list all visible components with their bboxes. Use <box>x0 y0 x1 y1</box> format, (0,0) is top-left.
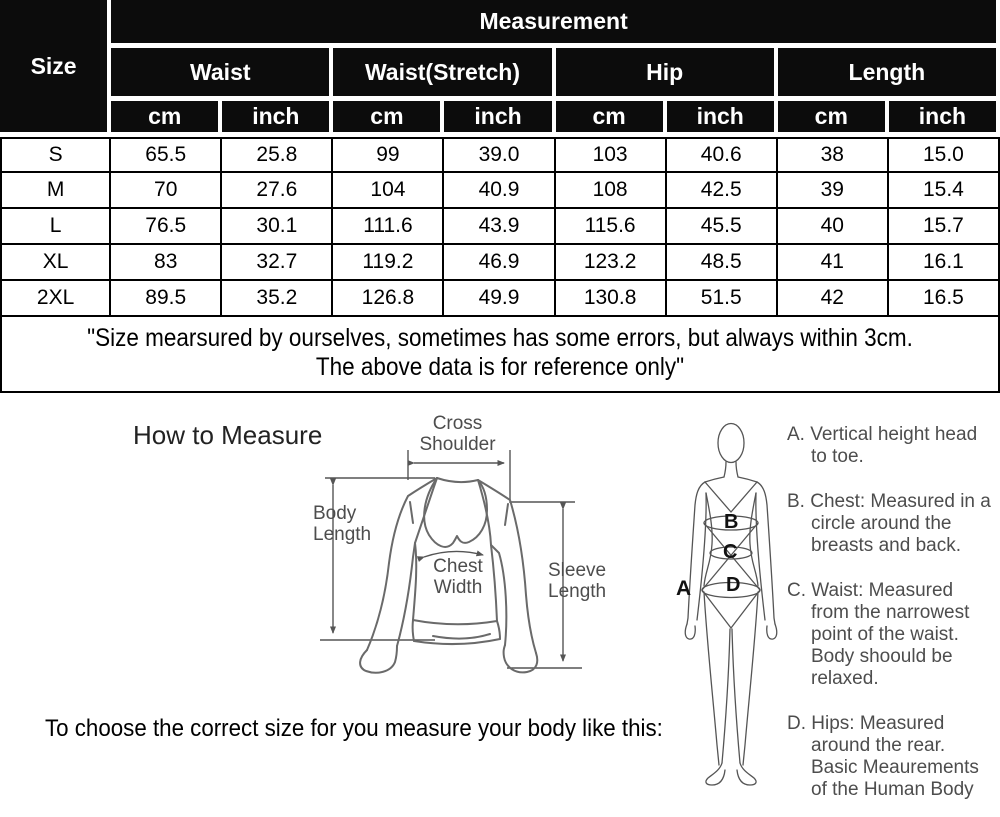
marker-c: C <box>723 541 738 563</box>
value-cell: 16.1 <box>888 245 1000 281</box>
hip-group-header: Hip <box>555 48 778 101</box>
value-cell: 42 <box>777 281 889 317</box>
table-row: XL 83 32.7 119.2 46.9 123.2 48.5 41 16.1 <box>0 245 1000 281</box>
length-group-header: Length <box>777 48 1000 101</box>
measurement-header: Measurement <box>111 0 1000 48</box>
value-cell: 70 <box>111 173 223 209</box>
marker-a: A <box>676 577 692 600</box>
value-cell: 123.2 <box>555 245 667 281</box>
value-cell: 39 <box>777 173 889 209</box>
value-cell: 126.8 <box>333 281 445 317</box>
value-cell: 130.8 <box>555 281 667 317</box>
size-cell: XL <box>0 245 112 281</box>
chest-width-label: Chest Width <box>433 556 483 598</box>
table-row: S 65.5 25.8 99 39.0 103 40.6 38 15.0 <box>0 137 1000 173</box>
size-column-header: Size <box>0 0 112 137</box>
value-cell: 38 <box>777 137 889 173</box>
value-cell: 32.7 <box>222 245 334 281</box>
shirt-outline <box>359 477 539 674</box>
size-cell: M <box>0 173 112 209</box>
body-figure-diagram <box>684 422 778 786</box>
unit-header-cm: cm <box>111 101 223 137</box>
measure-guides <box>320 450 582 669</box>
how-to-measure-title: How to Measure <box>133 420 323 450</box>
value-cell: 42.5 <box>666 173 778 209</box>
value-cell: 104 <box>333 173 445 209</box>
unit-header-cm: cm <box>777 101 889 137</box>
value-cell: 108 <box>555 173 667 209</box>
note-row: "Size mearsured by ourselves, sometimes … <box>0 317 1000 393</box>
unit-header-inch: inch <box>222 101 334 137</box>
unit-header-inch: inch <box>666 101 778 137</box>
unit-header-cm: cm <box>333 101 445 137</box>
size-cell: 2XL <box>0 281 112 317</box>
unit-header-inch: inch <box>888 101 1000 137</box>
sleeve-length-label: Sleeve Length <box>548 560 607 602</box>
value-cell: 39.0 <box>444 137 556 173</box>
marker-b: B <box>724 511 739 533</box>
value-cell: 83 <box>111 245 223 281</box>
value-cell: 25.8 <box>222 137 334 173</box>
measure-instructions: A. Vertical height head to toe. B. Chest… <box>787 424 1000 817</box>
note-line-2: The above data is for reference only" <box>315 353 685 381</box>
waist-stretch-group-header: Waist(Stretch) <box>333 48 556 101</box>
size-chart-table: Size Measurement Waist Waist(Stretch) Hi… <box>0 0 1000 393</box>
size-cell: L <box>0 209 112 245</box>
marker-d: D <box>726 574 741 596</box>
footer-instruction: To choose the correct size for you measu… <box>45 715 663 742</box>
value-cell: 76.5 <box>111 209 223 245</box>
value-cell: 89.5 <box>111 281 223 317</box>
unit-header-inch: inch <box>444 101 556 137</box>
value-cell: 15.7 <box>888 209 1000 245</box>
table-row: 2XL 89.5 35.2 126.8 49.9 130.8 51.5 42 1… <box>0 281 1000 317</box>
value-cell: 45.5 <box>666 209 778 245</box>
body-length-label: Body Length <box>313 503 372 545</box>
value-cell: 99 <box>333 137 445 173</box>
instruction-item-d: D. Hips: Measured around the rear. Basic… <box>787 713 979 800</box>
value-cell: 40 <box>777 209 889 245</box>
note-line-1: "Size mearsured by ourselves, sometimes … <box>87 324 913 352</box>
value-cell: 30.1 <box>222 209 334 245</box>
value-cell: 115.6 <box>555 209 667 245</box>
value-cell: 46.9 <box>444 245 556 281</box>
body-outline <box>684 422 778 786</box>
shirt-measure-diagram <box>320 450 582 674</box>
value-cell: 119.2 <box>333 245 445 281</box>
value-cell: 35.2 <box>222 281 334 317</box>
value-cell: 65.5 <box>111 137 223 173</box>
value-cell: 103 <box>555 137 667 173</box>
value-cell: 27.6 <box>222 173 334 209</box>
value-cell: 43.9 <box>444 209 556 245</box>
size-cell: S <box>0 137 112 173</box>
waist-group-header: Waist <box>111 48 334 101</box>
instruction-item-b: B. Chest: Measured in a circle around th… <box>787 491 991 556</box>
size-note: "Size mearsured by ourselves, sometimes … <box>0 317 1000 393</box>
value-cell: 40.6 <box>666 137 778 173</box>
value-cell: 41 <box>777 245 889 281</box>
table-row: L 76.5 30.1 111.6 43.9 115.6 45.5 40 15.… <box>0 209 1000 245</box>
table-row: M 70 27.6 104 40.9 108 42.5 39 15.4 <box>0 173 1000 209</box>
cross-shoulder-label: Cross Shoulder <box>419 413 496 455</box>
value-cell: 48.5 <box>666 245 778 281</box>
value-cell: 40.9 <box>444 173 556 209</box>
value-cell: 15.0 <box>888 137 1000 173</box>
value-cell: 111.6 <box>333 209 445 245</box>
instruction-item-c: C. Waist: Measured from the narrowest po… <box>787 580 970 689</box>
unit-header-cm: cm <box>555 101 667 137</box>
instruction-item-a: A. Vertical height head to toe. <box>787 424 978 467</box>
value-cell: 49.9 <box>444 281 556 317</box>
value-cell: 51.5 <box>666 281 778 317</box>
value-cell: 16.5 <box>888 281 1000 317</box>
value-cell: 15.4 <box>888 173 1000 209</box>
